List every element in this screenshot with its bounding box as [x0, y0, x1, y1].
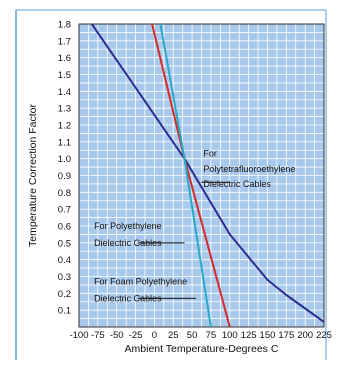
annotation-text: For Polyethylene: [94, 221, 162, 231]
y-axis-label: Temperature Correction Factor: [27, 104, 39, 247]
x-tick-label: 150: [260, 330, 276, 341]
y-tick-label: 1.3: [58, 104, 71, 115]
y-tick-label: 1.4: [58, 87, 71, 98]
x-tick-label: -25: [129, 330, 143, 341]
x-tick-label: 175: [278, 330, 294, 341]
plot-border: [78, 23, 325, 328]
annotation-text: Dielectric Cables: [94, 238, 162, 248]
y-tick-label: 0.5: [58, 238, 71, 249]
x-tick-label: -75: [91, 330, 105, 341]
x-tick-labels: -100 -75 -50 -25 0 25 50 75 100 125 150 175 200 225: [69, 330, 331, 341]
y-tick-label: 0.8: [58, 188, 71, 199]
x-tick-label: 75: [206, 330, 217, 341]
x-tick-label: -100: [69, 330, 88, 341]
x-tick-label: 25: [168, 330, 179, 341]
annotation-1: For Polytetrafluoroethylene Dielectric Cab…: [201, 149, 295, 189]
y-tick-label: 1.8: [58, 20, 71, 31]
x-tick-label: 200: [297, 330, 313, 341]
y-tick-label: 1.1: [58, 137, 71, 148]
y-tick-label: 0.2: [58, 289, 71, 300]
annotation-text: Polytetrafluoroethylene: [203, 164, 295, 174]
annotation-text: Dielectric Cables: [203, 179, 271, 189]
y-tick-label: 1.2: [58, 121, 71, 132]
y-tick-label: 0.6: [58, 222, 71, 233]
y-tick-label: 1.0: [58, 154, 71, 165]
x-tick-label: 50: [187, 330, 198, 341]
annotation-text: For: [203, 149, 217, 159]
x-tick-label: -50: [110, 330, 124, 341]
x-tick-label: 0: [152, 330, 157, 341]
y-tick-label: 0.7: [58, 205, 71, 216]
series-line-3: [159, 23, 212, 328]
annotation-text: For Foam Polyethylene: [94, 277, 187, 287]
y-tick-label: 1.6: [58, 53, 71, 64]
annotation-text: Dielectric Cables: [94, 293, 162, 303]
y-tick-labels: 0.1 0.2 0.3 0.4 0.5 0.6 0.7 0.8 0.9 1.0 1.1 1.2 1.3 1…: [58, 20, 71, 317]
plot-area: -100 -75 -50 -25 0 25 50 75 100 125 150 175 200 225 0.…: [58, 20, 332, 342]
annotation-3: For Foam Polyethylene Dielectric Cables: [94, 277, 196, 303]
y-tick-label: 0.9: [58, 171, 71, 182]
x-tick-label: 125: [241, 330, 257, 341]
y-tick-label: 0.4: [58, 255, 71, 266]
x-axis-label: Ambient Temperature-Degrees C: [125, 343, 279, 355]
annotation-2: For Polyethylene Dielectric Cables: [94, 221, 185, 248]
y-tick-label: 1.5: [58, 70, 71, 81]
x-tick-label: 100: [222, 330, 238, 341]
x-tick-label: 225: [316, 330, 332, 341]
grid-lines: [78, 23, 325, 328]
y-tick-label: 0.1: [58, 306, 71, 317]
y-tick-label: 1.7: [58, 36, 71, 47]
y-tick-label: 0.3: [58, 272, 71, 283]
